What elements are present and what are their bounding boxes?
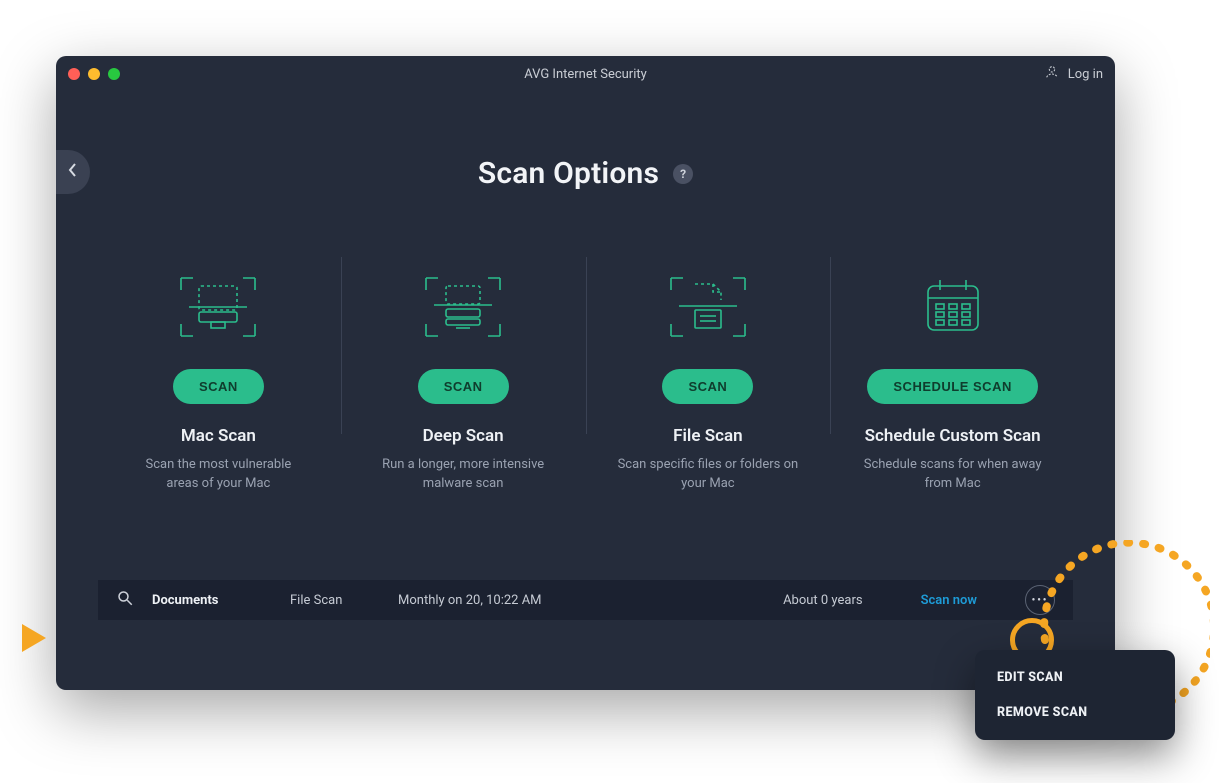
- deep-scan-icon: [365, 267, 562, 347]
- scan-now-link[interactable]: Scan now: [921, 593, 977, 608]
- deep-scan-title: Deep Scan: [365, 426, 562, 446]
- schedule-scan-icon: [854, 267, 1051, 347]
- help-button[interactable]: ?: [673, 164, 693, 184]
- scan-cards: SCAN Mac Scan Scan the most vulnerable a…: [56, 267, 1115, 494]
- login-button[interactable]: Log in: [1044, 64, 1103, 84]
- mac-scan-desc: Scan the most vulnerable areas of your M…: [120, 456, 317, 494]
- more-options-button[interactable]: •••: [1025, 585, 1055, 615]
- card-file-scan: SCAN File Scan Scan specific files or fo…: [586, 267, 831, 494]
- scheduled-scan-type: File Scan: [290, 593, 380, 608]
- schedule-scan-button[interactable]: SCHEDULE SCAN: [867, 369, 1037, 404]
- search-icon: [116, 589, 134, 611]
- scheduled-scan-row: Documents File Scan Monthly on 20, 10:22…: [98, 580, 1073, 620]
- close-dot[interactable]: [68, 68, 80, 80]
- schedule-scan-desc: Schedule scans for when away from Mac: [854, 456, 1051, 494]
- login-label: Log in: [1068, 67, 1103, 82]
- scheduled-scan-name: Documents: [152, 593, 272, 608]
- titlebar: AVG Internet Security Log in: [56, 56, 1115, 92]
- page-title: Scan Options: [478, 156, 659, 191]
- menu-edit-scan[interactable]: EDIT SCAN: [975, 660, 1175, 695]
- window-title: AVG Internet Security: [56, 67, 1115, 82]
- minimize-dot[interactable]: [88, 68, 100, 80]
- file-scan-desc: Scan specific files or folders on your M…: [610, 456, 807, 494]
- card-schedule-scan: SCHEDULE SCAN Schedule Custom Scan Sched…: [830, 267, 1075, 494]
- scheduled-scan-age: About 0 years: [783, 593, 863, 608]
- more-options-menu: EDIT SCAN REMOVE SCAN: [975, 650, 1175, 740]
- mac-scan-button[interactable]: SCAN: [173, 369, 264, 404]
- file-scan-title: File Scan: [610, 426, 807, 446]
- annotation-triangle-left: [22, 624, 46, 652]
- deep-scan-button[interactable]: SCAN: [418, 369, 509, 404]
- chevron-left-icon: [68, 162, 78, 182]
- profile-icon: [1044, 64, 1060, 84]
- deep-scan-desc: Run a longer, more intensive malware sca…: [365, 456, 562, 494]
- file-scan-icon: [610, 267, 807, 347]
- schedule-scan-title: Schedule Custom Scan: [854, 426, 1051, 446]
- mac-scan-icon: [120, 267, 317, 347]
- card-deep-scan: SCAN Deep Scan Run a longer, more intens…: [341, 267, 586, 494]
- traffic-lights: [68, 68, 120, 80]
- page-title-row: Scan Options ?: [56, 156, 1115, 191]
- zoom-dot[interactable]: [108, 68, 120, 80]
- file-scan-button[interactable]: SCAN: [662, 369, 753, 404]
- mac-scan-title: Mac Scan: [120, 426, 317, 446]
- card-mac-scan: SCAN Mac Scan Scan the most vulnerable a…: [96, 267, 341, 494]
- menu-remove-scan[interactable]: REMOVE SCAN: [975, 695, 1175, 730]
- scheduled-scan-schedule: Monthly on 20, 10:22 AM: [398, 593, 765, 608]
- app-window: AVG Internet Security Log in Scan Option…: [56, 56, 1115, 690]
